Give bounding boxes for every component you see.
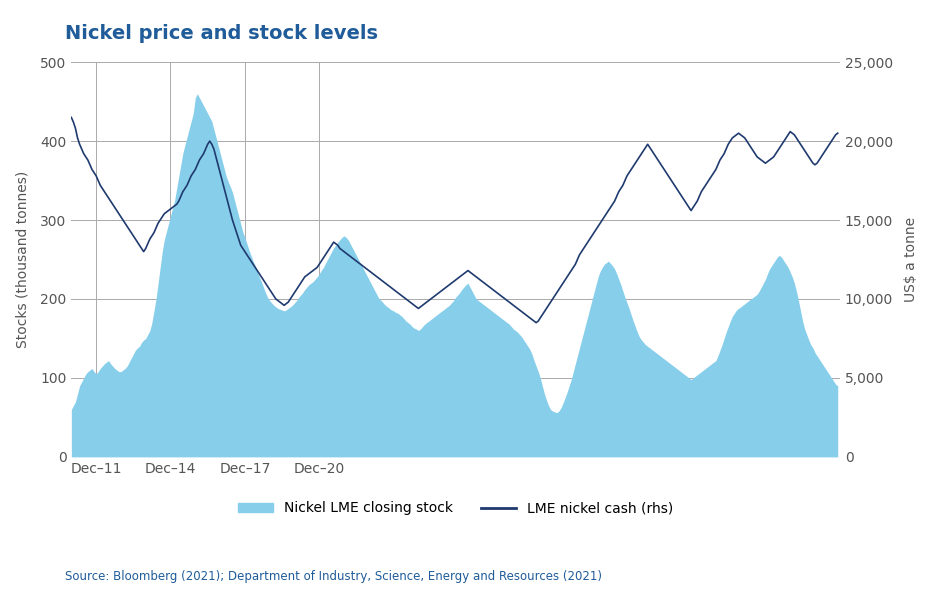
Text: Nickel price and stock levels: Nickel price and stock levels — [65, 24, 378, 43]
Y-axis label: US$ a tonne: US$ a tonne — [904, 217, 918, 302]
Text: Source: Bloomberg (2021); Department of Industry, Science, Energy and Resources : Source: Bloomberg (2021); Department of … — [65, 570, 603, 583]
Y-axis label: Stocks (thousand tonnes): Stocks (thousand tonnes) — [15, 171, 29, 348]
Legend: Nickel LME closing stock, LME nickel cash (rhs): Nickel LME closing stock, LME nickel cas… — [232, 496, 678, 521]
